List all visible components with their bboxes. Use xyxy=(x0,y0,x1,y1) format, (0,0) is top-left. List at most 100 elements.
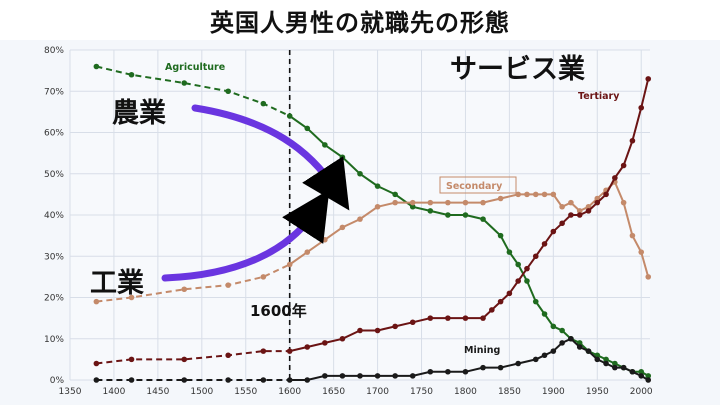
mining-point xyxy=(374,373,381,379)
mining-point xyxy=(260,377,267,383)
tertiary-point xyxy=(576,212,583,218)
agriculture-point xyxy=(322,142,328,148)
secondary-point xyxy=(559,203,565,210)
agriculture-point xyxy=(427,208,434,214)
mining-point xyxy=(409,373,416,379)
mining-point xyxy=(445,368,451,375)
secondary-point xyxy=(286,261,293,268)
tertiary-point xyxy=(225,352,231,359)
mining-point xyxy=(304,377,311,383)
secondary-point xyxy=(304,249,311,255)
tertiary-point xyxy=(541,241,548,247)
tertiary-point xyxy=(638,104,645,111)
secondary-point xyxy=(541,191,548,198)
mining-point xyxy=(497,364,504,371)
tertiary-point xyxy=(462,315,469,321)
tertiary-point xyxy=(339,335,346,342)
tertiary-point xyxy=(322,340,328,346)
mining-point xyxy=(620,364,627,371)
agriculture-point xyxy=(480,216,486,222)
agriculture-annotation: 農業 xyxy=(112,98,166,129)
tertiary-point xyxy=(550,228,557,235)
agriculture-point xyxy=(497,232,504,239)
mining-point xyxy=(559,340,565,346)
agriculture-point xyxy=(128,71,135,78)
mining-point xyxy=(568,335,574,342)
secondary-point xyxy=(128,294,135,301)
secondary-point xyxy=(568,199,574,206)
secondary-point xyxy=(225,282,231,288)
tertiary-point xyxy=(497,298,504,305)
tertiary-point xyxy=(304,344,311,350)
tertiary-point xyxy=(445,315,451,321)
x-axis-ticks: 1350 1400 1450 1500 1550 1600 1650 1700 1750 1800… xyxy=(59,387,653,397)
tertiary-point xyxy=(128,356,135,363)
mining-point xyxy=(585,348,592,354)
mining-point xyxy=(480,364,486,371)
x-tick-label: 1650 xyxy=(322,387,345,397)
industry-arrow xyxy=(161,189,330,282)
year-1600-annotation: 1600年 xyxy=(250,302,307,320)
secondary-label: Secondary xyxy=(446,181,503,192)
agriculture-label: Agriculture xyxy=(165,62,225,73)
x-tick-label: 1450 xyxy=(146,387,169,397)
secondary-point xyxy=(480,199,486,206)
y-tick-label: 20% xyxy=(44,294,64,304)
x-tick-label: 1400 xyxy=(102,387,125,397)
secondary-point xyxy=(374,203,381,210)
tertiary-point xyxy=(427,315,434,321)
agriculture-point xyxy=(594,352,601,359)
service-annotation: サービス業 xyxy=(450,54,585,85)
tertiary-point xyxy=(585,208,592,214)
secondary-point xyxy=(629,232,636,239)
secondary-point xyxy=(638,249,645,255)
mining-point xyxy=(603,360,609,367)
y-tick-label: 30% xyxy=(44,252,64,262)
tertiary-point xyxy=(612,175,618,181)
mining-point xyxy=(629,368,636,375)
mining-point xyxy=(286,377,293,383)
secondary-point xyxy=(445,199,451,206)
tertiary-point xyxy=(524,265,530,272)
x-tick-label: 2000 xyxy=(630,387,653,397)
y-tick-label: 10% xyxy=(44,335,64,345)
industry-annotation: 工業 xyxy=(90,268,144,299)
secondary-point xyxy=(532,191,539,198)
agriculture-point xyxy=(286,113,293,119)
mining-point xyxy=(576,344,583,350)
secondary-point xyxy=(585,203,592,210)
agriculture-point xyxy=(357,170,363,177)
page-title: 英国人男性の就職先の形態 xyxy=(210,8,510,37)
agriculture-point xyxy=(638,368,645,375)
mining-point xyxy=(612,364,618,371)
tertiary-point xyxy=(594,199,601,206)
agriculture-point xyxy=(392,191,398,198)
mining-point xyxy=(462,368,469,375)
x-tick-label: 1950 xyxy=(586,387,609,397)
tertiary-point xyxy=(620,162,627,169)
secondary-point xyxy=(392,199,398,206)
secondary-point xyxy=(515,191,521,198)
chart: 1350 1400 1450 1500 1550 1600 1650 1700 1750 1800… xyxy=(44,46,653,397)
mining-point xyxy=(357,373,363,379)
tertiary-point xyxy=(392,323,398,330)
secondary-line-early xyxy=(96,263,291,303)
x-tick-label: 1700 xyxy=(366,387,389,397)
agriculture-point xyxy=(515,261,521,268)
mining-point xyxy=(515,360,521,367)
agriculture-point xyxy=(93,63,100,70)
tertiary-point xyxy=(357,327,363,334)
tertiary-point xyxy=(489,307,495,313)
x-tick-label: 1750 xyxy=(410,387,433,397)
x-tick-label: 1800 xyxy=(454,387,477,397)
y-tick-label: 40% xyxy=(44,211,64,221)
tertiary-line-early xyxy=(96,350,290,365)
agriculture-point xyxy=(524,278,530,284)
x-tick-label: 1600 xyxy=(278,387,301,397)
secondary-point xyxy=(594,195,601,202)
secondary-point xyxy=(260,274,267,280)
mining-point xyxy=(181,377,188,383)
y-tick-label: 60% xyxy=(44,129,64,139)
secondary-point xyxy=(645,274,652,280)
